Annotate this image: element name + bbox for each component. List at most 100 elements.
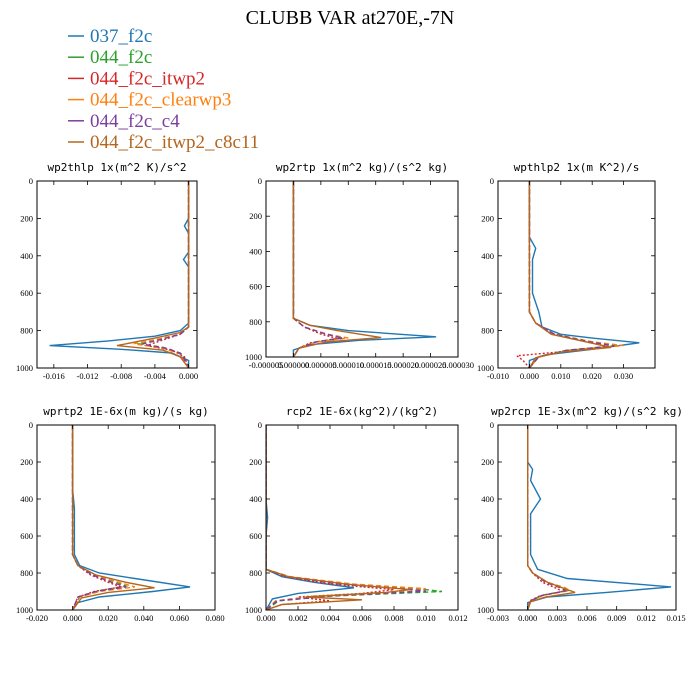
series-line (49, 181, 190, 368)
series-group (514, 181, 640, 368)
plot-frame (497, 424, 677, 611)
y-tick-label: 200 (481, 457, 494, 467)
plot-frame (36, 424, 216, 611)
panel-title: wp2rcp 1E-3x(m^2 kg)/(s^2 kg) (491, 405, 683, 418)
chart-panel: wpthlp2 1x(m K^2)/s 0 200 400 600 800 1000-0.0… (477, 161, 656, 381)
y-tick-label: 800 (481, 568, 494, 578)
x-tick-label: 0.000020 (387, 360, 419, 370)
x-tick-label: 0.009 (607, 613, 626, 623)
y-tick-label: 0 (258, 176, 262, 186)
x-tick-label: 0.010 (551, 371, 570, 381)
y-tick-label: 0 (29, 176, 33, 186)
y-tick-label: 200 (20, 213, 33, 223)
plot-frame (265, 180, 459, 358)
chart-panel: wp2thlp 1x(m^2 K)/s^2 0 200 400 600 800 1000 -0… (16, 161, 198, 381)
series-group (292, 181, 437, 357)
panel-title: wprtp2 1E-6x(m kg)/(s kg) (43, 405, 209, 418)
x-tick-label: -0.020 (26, 613, 48, 623)
panel-grid: wp2thlp 1x(m^2 K)/s^202004006008001000-0… (16, 161, 686, 623)
y-tick-label: 600 (20, 288, 33, 298)
y-tick-label: 200 (481, 213, 494, 223)
legend-entry: 044_f2c_c4 (68, 111, 180, 132)
series-line (71, 425, 124, 610)
x-tick-label: 0.000000 (277, 360, 309, 370)
series-line (71, 425, 191, 610)
y-tick-label: 600 (20, 531, 33, 541)
legend-label: 037_f2c (90, 26, 152, 47)
legend-label: 044_f2c_clearwp3 (90, 90, 231, 111)
x-tick-label: 0.000 (63, 613, 82, 623)
x-tick-label: -0.000005 (249, 360, 284, 370)
legend-label: 044_f2c_itwp2_c8c11 (90, 132, 259, 153)
legend-entry: 044_f2c_itwp2 (68, 68, 205, 89)
series-line (266, 425, 443, 610)
y-tick-label: 400 (20, 251, 33, 261)
x-tick-label: 0.000010 (332, 360, 364, 370)
series-group (527, 425, 672, 610)
x-tick-label: 0.006 (352, 613, 371, 623)
legend-entry: 044_f2c_clearwp3 (68, 90, 231, 111)
legend-entry: 044_f2c_itwp2_c8c11 (68, 132, 259, 153)
y-tick-label: 800 (20, 326, 33, 336)
series-line (71, 425, 136, 610)
x-tick-label: -0.016 (43, 371, 65, 381)
x-tick-label: 0.000 (520, 371, 539, 381)
y-tick-label: 400 (249, 246, 262, 256)
series-line (527, 425, 576, 610)
chart-panel: wp2rtp 1x(m^2 kg)/(s^2 kg) 0 200 400 600 800 1… (245, 161, 474, 370)
x-tick-label: 0.002 (288, 613, 307, 623)
series-line (528, 181, 615, 368)
series-line (527, 425, 568, 610)
y-tick-label: 1000 (245, 605, 262, 615)
x-tick-label: 0.000 (256, 613, 275, 623)
x-tick-label: 0.000 (518, 613, 537, 623)
series-line (292, 181, 382, 357)
y-tick-label: 0 (29, 420, 33, 430)
x-tick-label: 0.012 (448, 613, 467, 623)
series-line (266, 425, 411, 610)
y-tick-label: 600 (249, 282, 262, 292)
plot-frame (497, 180, 656, 369)
x-tick-label: 0.020 (583, 371, 602, 381)
y-tick-label: 0 (490, 176, 494, 186)
x-tick-label: 0.003 (548, 613, 567, 623)
panel-title: wpthlp2 1x(m K^2)/s (514, 161, 640, 174)
x-tick-label: 0.015 (666, 613, 685, 623)
y-tick-label: 1000 (16, 363, 33, 373)
x-tick-label: -0.003 (487, 613, 509, 623)
x-tick-label: -0.010 (487, 371, 509, 381)
x-tick-label: -0.004 (144, 371, 167, 381)
y-tick-label: 1000 (477, 605, 494, 615)
legend-label: 044_f2c_itwp2 (90, 68, 205, 89)
x-tick-label: 0.000 (179, 371, 198, 381)
series-group (49, 181, 190, 368)
series-group (266, 425, 443, 610)
chart-panel: wp2rcp 1E-3x(m^2 kg)/(s^2 kg) 0 200 400 600 8… (477, 405, 686, 623)
x-tick-label: 0.010 (416, 613, 435, 623)
y-tick-label: 400 (20, 494, 33, 504)
x-tick-label: 0.000025 (415, 360, 447, 370)
panel-title: wp2rtp 1x(m^2 kg)/(s^2 kg) (276, 161, 448, 174)
series-line (266, 425, 427, 610)
y-tick-label: 600 (249, 531, 262, 541)
y-tick-label: 200 (20, 457, 33, 467)
x-tick-label: 0.000015 (360, 360, 392, 370)
series-line (528, 181, 612, 368)
panel-title: wp2thlp 1x(m^2 K)/s^2 (47, 161, 186, 174)
y-tick-label: 800 (249, 568, 262, 578)
x-tick-label: -0.008 (110, 371, 132, 381)
x-tick-label: 0.008 (384, 613, 403, 623)
y-tick-label: 800 (249, 317, 262, 327)
x-tick-label: 0.020 (99, 613, 118, 623)
y-tick-label: 1000 (477, 363, 494, 373)
x-tick-label: 0.012 (637, 613, 656, 623)
series-line (142, 181, 190, 368)
series-line (514, 181, 609, 368)
legend-entry: 044_f2c (68, 47, 152, 68)
legend-label: 044_f2c (90, 47, 152, 68)
y-tick-label: 800 (20, 568, 33, 578)
panel-title: rcp2 1E-6x(kg^2)/(kg^2) (286, 405, 438, 418)
plot-frame (36, 180, 198, 369)
y-tick-label: 400 (481, 251, 494, 261)
x-tick-label: 0.030 (614, 371, 633, 381)
